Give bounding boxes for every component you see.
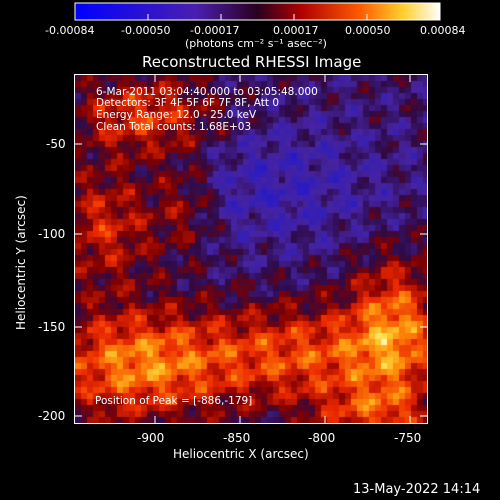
colorbar-units: (photons cm⁻² s⁻¹ asec⁻²) xyxy=(185,37,327,50)
rhessi-image-panel xyxy=(74,74,428,424)
colorbar-tick-label: -0.00084 xyxy=(45,24,95,37)
y-tick-label: -150 xyxy=(38,320,66,334)
x-axis-label: Heliocentric X (arcsec) xyxy=(173,447,309,461)
time-range-text: 6-Mar-2011 03:04:40.000 to 03:05:48.000 xyxy=(96,86,318,98)
energy-range-text: Energy Range: 12.0 - 25.0 keV xyxy=(96,109,257,121)
colorbar-tick-label: 0.00017 xyxy=(273,24,319,37)
colorbar-tick-label: 0.00050 xyxy=(345,24,391,37)
colorbar-tick-label: -0.00017 xyxy=(190,24,240,37)
y-tick-label: -200 xyxy=(38,409,66,423)
clean-total-counts-text: Clean Total counts: 1.68E+03 xyxy=(96,121,252,133)
colorbar-ticks xyxy=(74,14,441,20)
y-tick-label: -100 xyxy=(38,227,66,241)
detectors-text: Detectors: 3F 4F 5F 6F 7F 8F, Att 0 xyxy=(96,97,280,109)
x-tick-label: -900 xyxy=(137,431,165,445)
x-tick-label: -850 xyxy=(223,431,251,445)
colorbar-tick-label: -0.00050 xyxy=(121,24,171,37)
plot-title: Reconstructed RHESSI Image xyxy=(142,53,362,71)
x-tick-label: -800 xyxy=(308,431,336,445)
colorbar-tick-label: 0.00084 xyxy=(420,24,466,37)
y-axis-label: Heliocentric Y (arcsec) xyxy=(14,195,28,330)
plot-timestamp: 13-May-2022 14:14 xyxy=(353,482,481,497)
peak-position-text: Position of Peak = [-886,-179] xyxy=(95,395,253,407)
rhessi-image-heatmap xyxy=(75,75,427,423)
y-tick-label: -50 xyxy=(46,137,66,151)
colorbar-gradient xyxy=(74,2,441,21)
colorbar xyxy=(74,2,441,21)
x-tick-label: -750 xyxy=(394,431,422,445)
